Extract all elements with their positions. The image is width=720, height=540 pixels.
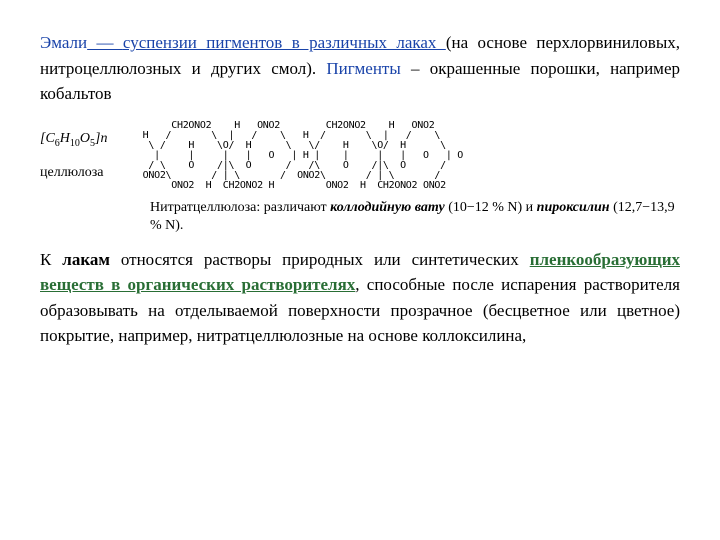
carbon: C xyxy=(45,131,54,146)
hydrogen: H xyxy=(60,131,70,146)
suspension-text: суспензии пигментов в различных лаках xyxy=(123,33,446,52)
kollod-term: коллодийную вату xyxy=(330,200,445,215)
paragraph-lacquers: К лакам относятся растворы природных или… xyxy=(40,247,680,349)
enamel-term: Эмали xyxy=(40,33,87,52)
cellulose-label: целлюлоза xyxy=(40,162,104,183)
molecular-formula: [C6H10O5]n xyxy=(40,128,108,151)
caption-prefix: Нитратцеллюлоза: различают xyxy=(150,200,330,215)
chemical-structure-diagram: CH2ONO2 H ONO2 CH2ONO2 H ONO2 H / \ | / … xyxy=(126,121,464,191)
chemical-formula-row: [C6H10O5]n целлюлоза CH2ONO2 H ONO2 CH2O… xyxy=(40,121,680,191)
bracket-close: ]n xyxy=(95,131,107,146)
pigments-term: Пигменты xyxy=(326,59,400,78)
dash: — xyxy=(87,33,123,52)
hydrogen-sub: 10 xyxy=(70,137,80,148)
formula-labels: [C6H10O5]n целлюлоза xyxy=(40,128,108,184)
p2-mid: относятся растворы природных или синтети… xyxy=(110,250,530,269)
p2-start: К xyxy=(40,250,62,269)
nitrocellulose-caption: Нитратцеллюлоза: различают коллодийную в… xyxy=(150,199,680,235)
pirox-term: пироксилин xyxy=(537,200,610,215)
oxygen: O xyxy=(80,131,90,146)
paragraph-enamels: Эмали — суспензии пигментов в различных … xyxy=(40,30,680,107)
lakam-term: лакам xyxy=(62,250,110,269)
caption-mid: (10−12 % N) и xyxy=(445,200,537,215)
